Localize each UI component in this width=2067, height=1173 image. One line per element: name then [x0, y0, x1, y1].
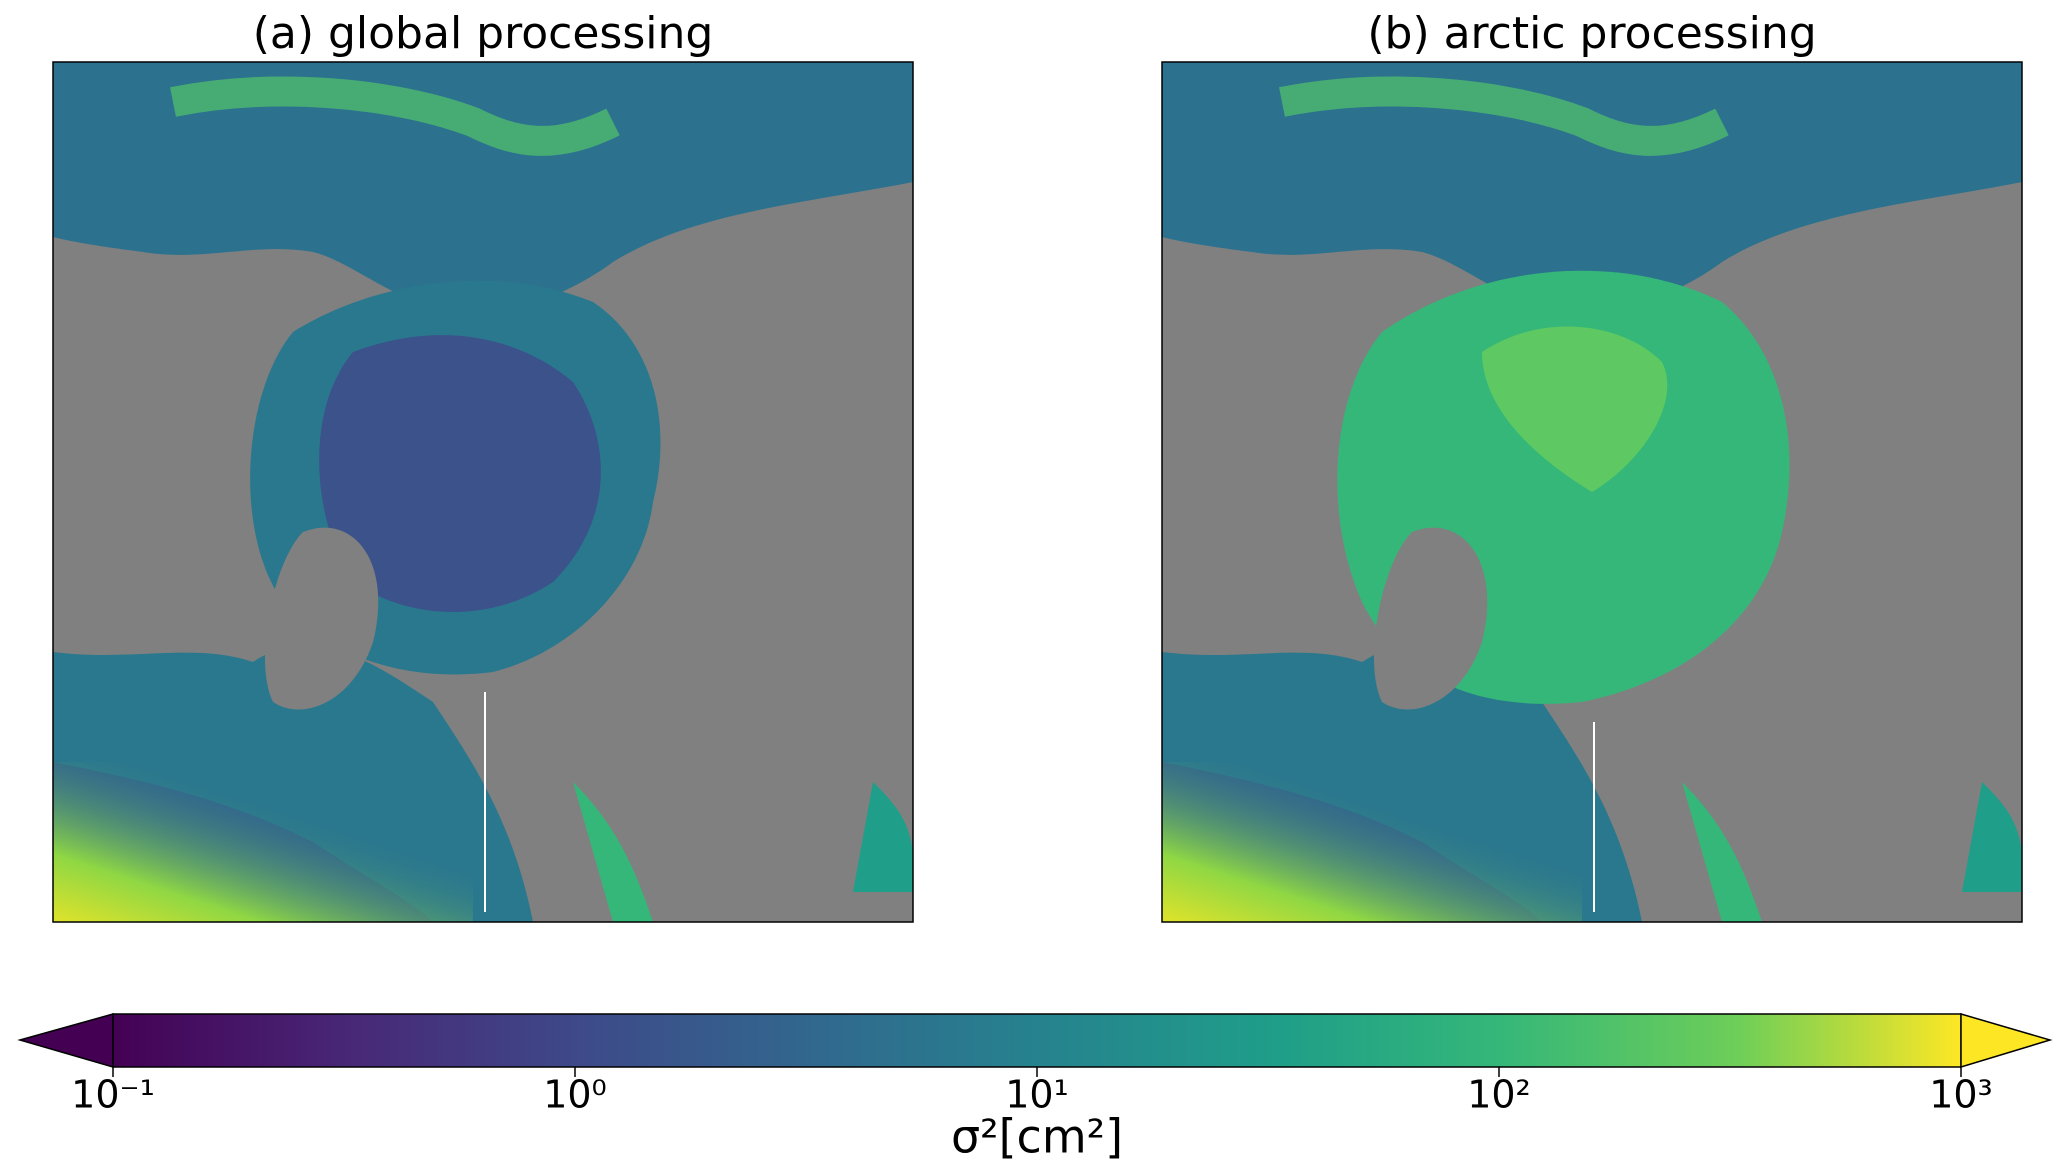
map	[1162, 62, 2022, 922]
extend-max	[1960, 1012, 2053, 1069]
colorbar-label: σ²[cm²]	[951, 1110, 1123, 1164]
panel-title: (b) arctic processing	[1367, 8, 1816, 59]
panel-a: (a) global processing	[53, 8, 913, 922]
panel-b: (b) arctic processing	[1162, 8, 2022, 922]
panel-title: (a) global processing	[253, 8, 714, 59]
colorbar: σ²[cm²]	[17, 1012, 2053, 1164]
frame	[1161, 61, 2023, 923]
tick-label: 10⁰	[543, 1073, 607, 1117]
colorbar-gradient	[112, 1013, 1962, 1068]
map	[53, 62, 913, 922]
frame	[52, 61, 914, 923]
tick-label: 10²	[1467, 1073, 1531, 1117]
tick-label: 10³	[1929, 1073, 1993, 1117]
extend-min	[17, 1013, 114, 1068]
tick-label: 10⁻¹	[71, 1073, 155, 1117]
tick-label: 10¹	[1005, 1073, 1069, 1117]
